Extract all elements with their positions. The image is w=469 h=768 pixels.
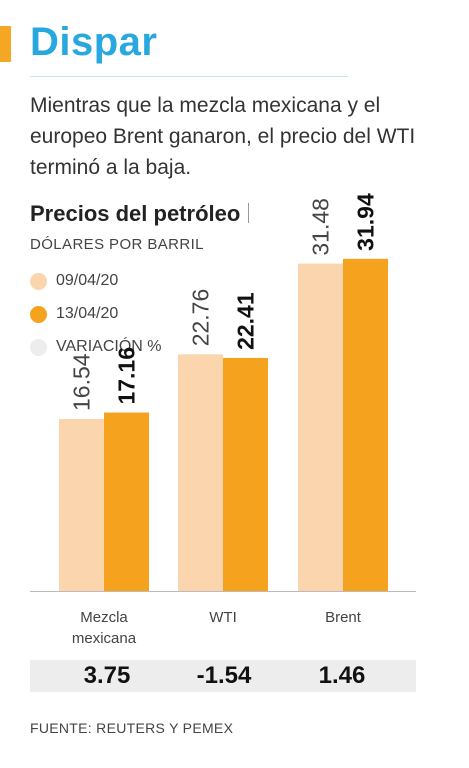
data-label-wti-series-2: 22.41 bbox=[233, 292, 259, 350]
category-label-wti: WTI bbox=[209, 609, 237, 626]
bar-brent-series-1 bbox=[298, 263, 343, 591]
variation-value-brent: 1.46 bbox=[318, 662, 366, 689]
data-label-mezcla-series-1: 16.54 bbox=[69, 353, 95, 411]
legend-label-series-2: 13/04/20 bbox=[56, 305, 119, 322]
variation-value-mezcla: 3.75 bbox=[83, 662, 131, 689]
legend-swatch-variation bbox=[30, 338, 47, 356]
variation-band bbox=[30, 660, 416, 692]
title-divider bbox=[248, 203, 250, 223]
bar-wti-series-2 bbox=[223, 357, 268, 591]
headline-rule bbox=[30, 76, 348, 77]
accent-bar bbox=[0, 26, 11, 62]
legend-item-variation: VARIACIÓN % bbox=[30, 338, 162, 356]
headline: Dispar bbox=[30, 20, 158, 64]
chart-title-text: Precios del petróleo bbox=[30, 201, 241, 226]
legend-swatch-series-1 bbox=[30, 272, 47, 290]
bar-wti-series-1 bbox=[178, 354, 223, 591]
data-label-brent-series-2: 31.94 bbox=[353, 193, 379, 251]
chart-title: Precios del petróleo bbox=[30, 201, 250, 227]
data-label-wti-series-1: 22.76 bbox=[188, 289, 214, 347]
category-label-mezcla-line-2: mexicana bbox=[72, 630, 137, 647]
data-label-mezcla-series-2: 17.16 bbox=[114, 347, 140, 405]
legend-item-series-2: 13/04/20 bbox=[30, 305, 118, 323]
data-label-brent-series-1: 31.48 bbox=[308, 198, 334, 256]
dek: Mientras que la mezcla mexicana y el eur… bbox=[30, 94, 416, 179]
legend-item-series-1: 09/04/20 bbox=[30, 272, 118, 290]
category-label-brent: Brent bbox=[325, 609, 362, 626]
bar-brent-series-2 bbox=[343, 258, 388, 591]
source-note: FUENTE: REUTERS Y PEMEX bbox=[30, 720, 234, 736]
legend-label-series-1: 09/04/20 bbox=[56, 272, 119, 289]
bar-mezcla-series-2 bbox=[104, 412, 149, 591]
legend-swatch-series-2 bbox=[30, 305, 47, 323]
bar-mezcla-series-1 bbox=[59, 418, 104, 591]
legend-label-variation: VARIACIÓN % bbox=[56, 338, 162, 355]
category-label-mezcla-line-1: Mezcla bbox=[80, 609, 128, 626]
chart-unit: DÓLARES POR BARRIL bbox=[30, 236, 204, 253]
variation-value-wti: -1.54 bbox=[196, 662, 252, 689]
